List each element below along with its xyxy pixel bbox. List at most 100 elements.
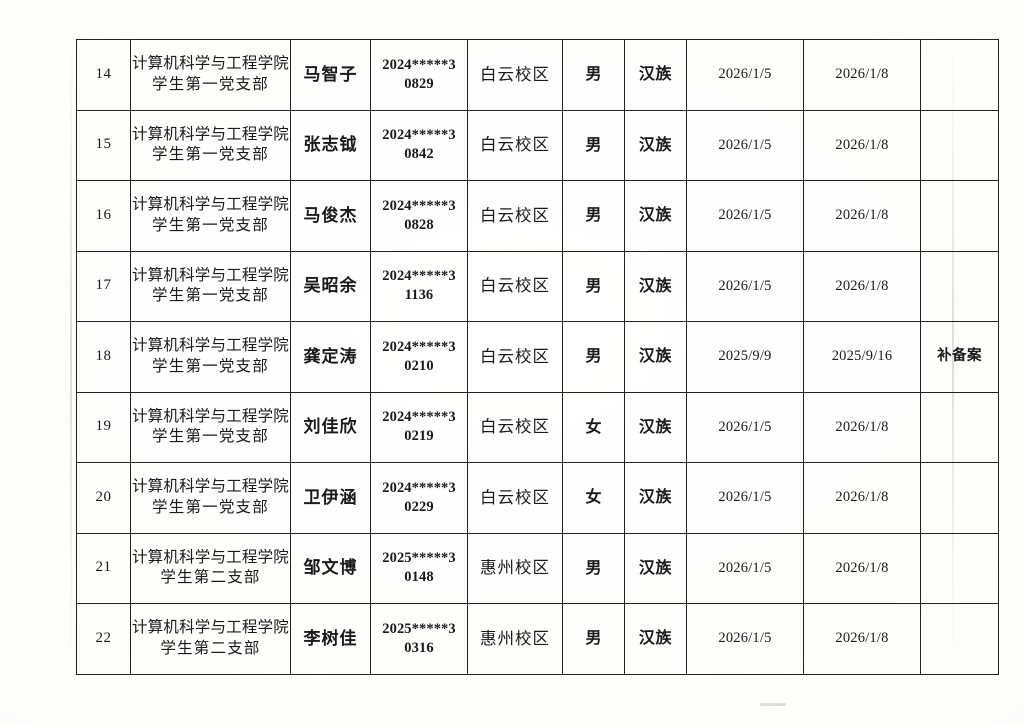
- cell-member-name: 龚定涛: [290, 321, 371, 393]
- cell-remark: [920, 39, 999, 111]
- cell-remark: 补备案: [920, 321, 999, 393]
- cell-id-number-line-2: 0148: [404, 569, 434, 586]
- cell-id-number: 2024*****3 0829: [370, 39, 468, 111]
- cell-id-number-line-2: 0219: [404, 428, 434, 445]
- cell-party-branch-line-1: 计算机科学与工程学院: [131, 619, 289, 637]
- cell-remark: [920, 532, 999, 604]
- cell-party-branch: 计算机科学与工程学院 学生第一党支部: [130, 250, 291, 322]
- cell-date-one: 2026/1/5: [686, 109, 804, 181]
- cell-campus: 白云校区: [467, 462, 563, 534]
- cell-gender: 男: [562, 39, 625, 111]
- cell-date-two: 2026/1/8: [803, 391, 921, 463]
- table-row: 14 计算机科学与工程学院 学生第一党支部 马智子 2024*****3 0829 白云校区…: [76, 39, 999, 111]
- cell-gender: 男: [562, 321, 625, 393]
- cell-party-branch-line-2: 学生第二支部: [160, 639, 261, 657]
- cell-party-branch-line-1: 计算机科学与工程学院: [131, 55, 289, 73]
- cell-id-number-line-1: 2024*****3: [382, 409, 456, 426]
- cell-date-one: 2026/1/5: [686, 180, 804, 252]
- cell-date-two: 2026/1/8: [803, 603, 921, 675]
- cell-party-branch: 计算机科学与工程学院 学生第一党支部: [130, 391, 291, 463]
- cell-sequence-number: 20: [76, 462, 131, 534]
- scan-edge-artifact-left: [70, 39, 72, 664]
- cell-sequence-number: 21: [76, 532, 131, 604]
- cell-gender: 男: [562, 109, 625, 181]
- table-row: 18 计算机科学与工程学院 学生第一党支部 龚定涛 2024*****3 0210 白云校区…: [76, 321, 999, 393]
- registry-table: 14 计算机科学与工程学院 学生第一党支部 马智子 2024*****3 0829 白云校区…: [76, 39, 999, 675]
- cell-id-number: 2024*****3 0229: [370, 462, 468, 534]
- table-row: 22 计算机科学与工程学院 学生第二支部 李树佳 2025*****3 0316 惠州校区男…: [76, 603, 999, 675]
- cell-party-branch-line-2: 学生第一党支部: [152, 146, 269, 164]
- cell-party-branch: 计算机科学与工程学院 学生第二支部: [130, 603, 291, 675]
- table-row: 17 计算机科学与工程学院 学生第一党支部 吴昭余 2024*****3 1136 白云校区…: [76, 250, 999, 322]
- cell-date-two: 2026/1/8: [803, 109, 921, 181]
- cell-campus: 惠州校区: [467, 603, 563, 675]
- cell-member-name: 马俊杰: [290, 180, 371, 252]
- cell-party-branch-line-2: 学生第二支部: [160, 569, 261, 587]
- cell-id-number-line-1: 2024*****3: [382, 338, 456, 355]
- cell-gender: 女: [562, 462, 625, 534]
- cell-date-one: 2026/1/5: [686, 603, 804, 675]
- cell-party-branch: 计算机科学与工程学院 学生第一党支部: [130, 462, 291, 534]
- cell-remark: [920, 603, 999, 675]
- cell-party-branch: 计算机科学与工程学院 学生第一党支部: [130, 39, 291, 111]
- cell-party-branch-line-2: 学生第一党支部: [152, 287, 269, 305]
- cell-id-number: 2025*****3 0148: [370, 532, 468, 604]
- cell-party-branch: 计算机科学与工程学院 学生第一党支部: [130, 321, 291, 393]
- cell-date-one: 2026/1/5: [686, 532, 804, 604]
- cell-gender: 女: [562, 391, 625, 463]
- cell-date-one: 2026/1/5: [686, 462, 804, 534]
- cell-party-branch-line-1: 计算机科学与工程学院: [131, 266, 289, 284]
- cell-id-number: 2024*****3 0219: [370, 391, 468, 463]
- cell-ethnicity: 汉族: [624, 532, 687, 604]
- cell-member-name: 刘佳欣: [290, 391, 371, 463]
- cell-id-number: 2025*****3 0316: [370, 603, 468, 675]
- cell-party-branch-line-1: 计算机科学与工程学院: [131, 478, 289, 496]
- cell-date-two: 2026/1/8: [803, 180, 921, 252]
- cell-date-one: 2026/1/5: [686, 39, 804, 111]
- cell-ethnicity: 汉族: [624, 391, 687, 463]
- cell-remark: [920, 250, 999, 322]
- cell-id-number-line-1: 2024*****3: [382, 56, 456, 73]
- cell-id-number-line-1: 2024*****3: [382, 268, 456, 285]
- cell-id-number-line-2: 0829: [404, 75, 434, 92]
- cell-ethnicity: 汉族: [624, 603, 687, 675]
- cell-id-number: 2024*****3 0210: [370, 321, 468, 393]
- cell-sequence-number: 19: [76, 391, 131, 463]
- cell-id-number-line-1: 2024*****3: [382, 127, 456, 144]
- cell-party-branch-line-2: 学生第一党支部: [152, 216, 269, 234]
- cell-party-branch-line-2: 学生第一党支部: [152, 428, 269, 446]
- cell-member-name: 邹文博: [290, 532, 371, 604]
- cell-ethnicity: 汉族: [624, 462, 687, 534]
- cell-campus: 白云校区: [467, 180, 563, 252]
- cell-ethnicity: 汉族: [624, 39, 687, 111]
- cell-remark: [920, 180, 999, 252]
- cell-party-branch-line-2: 学生第一党支部: [152, 498, 269, 516]
- cell-member-name: 卫伊涵: [290, 462, 371, 534]
- cell-gender: 男: [562, 180, 625, 252]
- cell-campus: 白云校区: [467, 391, 563, 463]
- cell-date-two: 2026/1/8: [803, 39, 921, 111]
- cell-id-number-line-2: 0229: [404, 498, 434, 515]
- table-row: 15 计算机科学与工程学院 学生第一党支部 张志钺 2024*****3 0842 白云校区…: [76, 109, 999, 181]
- table-container: 14 计算机科学与工程学院 学生第一党支部 马智子 2024*****3 0829 白云校区…: [76, 39, 999, 675]
- cell-remark: [920, 462, 999, 534]
- cell-remark: [920, 391, 999, 463]
- cell-campus: 惠州校区: [467, 532, 563, 604]
- cell-gender: 男: [562, 532, 625, 604]
- cell-sequence-number: 15: [76, 109, 131, 181]
- cell-sequence-number: 17: [76, 250, 131, 322]
- cell-date-two: 2026/1/8: [803, 532, 921, 604]
- cell-remark: [920, 109, 999, 181]
- cell-id-number: 2024*****3 0842: [370, 109, 468, 181]
- cell-campus: 白云校区: [467, 39, 563, 111]
- table-row: 16 计算机科学与工程学院 学生第一党支部 马俊杰 2024*****3 0828 白云校区…: [76, 180, 999, 252]
- cell-member-name: 张志钺: [290, 109, 371, 181]
- registry-table-body: 14 计算机科学与工程学院 学生第一党支部 马智子 2024*****3 0829 白云校区…: [76, 39, 999, 675]
- cell-date-one: 2026/1/5: [686, 250, 804, 322]
- cell-id-number-line-1: 2025*****3: [382, 620, 456, 637]
- cell-party-branch-line-1: 计算机科学与工程学院: [131, 407, 289, 425]
- cell-party-branch: 计算机科学与工程学院 学生第一党支部: [130, 180, 291, 252]
- cell-member-name: 吴昭余: [290, 250, 371, 322]
- cell-campus: 白云校区: [467, 250, 563, 322]
- cell-id-number-line-1: 2025*****3: [382, 550, 456, 567]
